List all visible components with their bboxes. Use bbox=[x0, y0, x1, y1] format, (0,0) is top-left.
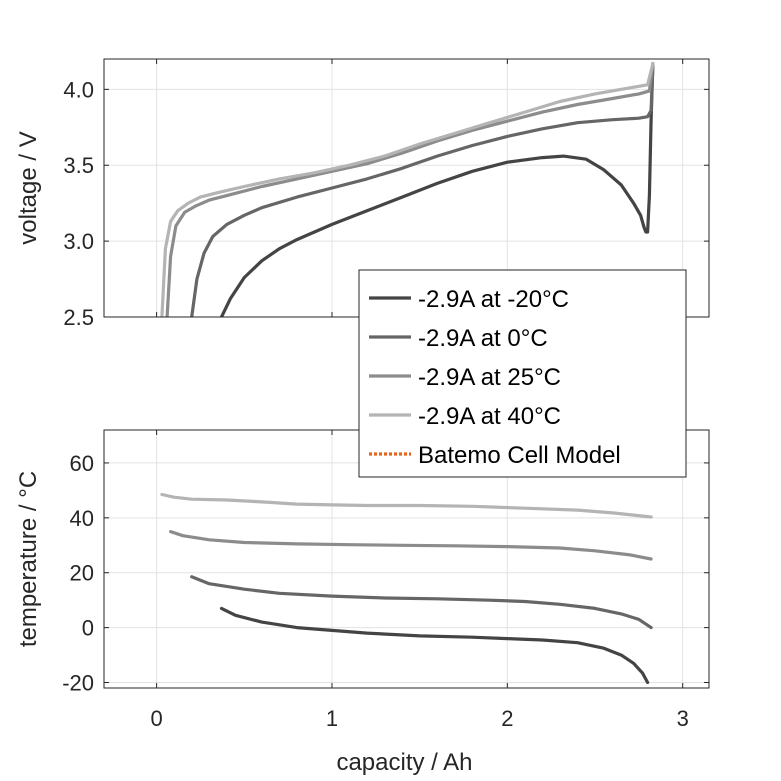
y-tick-label: 0 bbox=[82, 616, 94, 641]
y-tick-label: 3.5 bbox=[63, 153, 94, 178]
y-axis-label: voltage / V bbox=[15, 131, 42, 244]
series-line-1 bbox=[190, 575, 653, 630]
series-line-3 bbox=[160, 492, 653, 519]
series-line-3 bbox=[160, 62, 655, 317]
legend: -2.9A at -20°C -2.9A at 0°C -2.9A at 25°C -… bbox=[358, 269, 687, 478]
series-line-0 bbox=[219, 62, 655, 317]
series-line-0 bbox=[219, 606, 650, 685]
x-tick-label: 3 bbox=[677, 706, 689, 731]
legend-label: Batemo Cell Model bbox=[418, 442, 621, 469]
legend-label: -2.9A at -20°C bbox=[418, 286, 569, 313]
y-tick-label: 4.0 bbox=[63, 77, 94, 102]
x-tick-label: 2 bbox=[501, 706, 513, 731]
x-tick-label: 1 bbox=[326, 706, 338, 731]
x-axis-label: capacity / Ah bbox=[336, 749, 472, 776]
y-tick-label: 3.0 bbox=[63, 229, 94, 254]
legend-label: -2.9A at 0°C bbox=[418, 325, 548, 352]
y-tick-label: 40 bbox=[70, 506, 94, 531]
y-tick-label: 20 bbox=[70, 561, 94, 586]
series-group bbox=[160, 62, 655, 317]
y-tick-label: -20 bbox=[62, 671, 94, 696]
legend-label: -2.9A at 40°C bbox=[418, 403, 561, 430]
y-tick-label: 2.5 bbox=[63, 305, 94, 330]
series-line-2 bbox=[165, 62, 655, 317]
series-line-1 bbox=[190, 62, 655, 317]
legend-box bbox=[358, 269, 687, 478]
series-group bbox=[160, 492, 653, 685]
x-tick-label: 0 bbox=[150, 706, 162, 731]
series-line-2 bbox=[169, 530, 653, 561]
y-axis-label: temperature / °C bbox=[15, 471, 42, 647]
temperature-plot: -20 0 20 40 60 0 1 2 3 temperature / °C capacity /… bbox=[15, 429, 710, 776]
legend-label: -2.9A at 25°C bbox=[418, 364, 561, 391]
y-tick-label: 60 bbox=[70, 451, 94, 476]
voltage-plot: 2.5 3.0 3.5 4.0 voltage / V bbox=[15, 58, 710, 330]
